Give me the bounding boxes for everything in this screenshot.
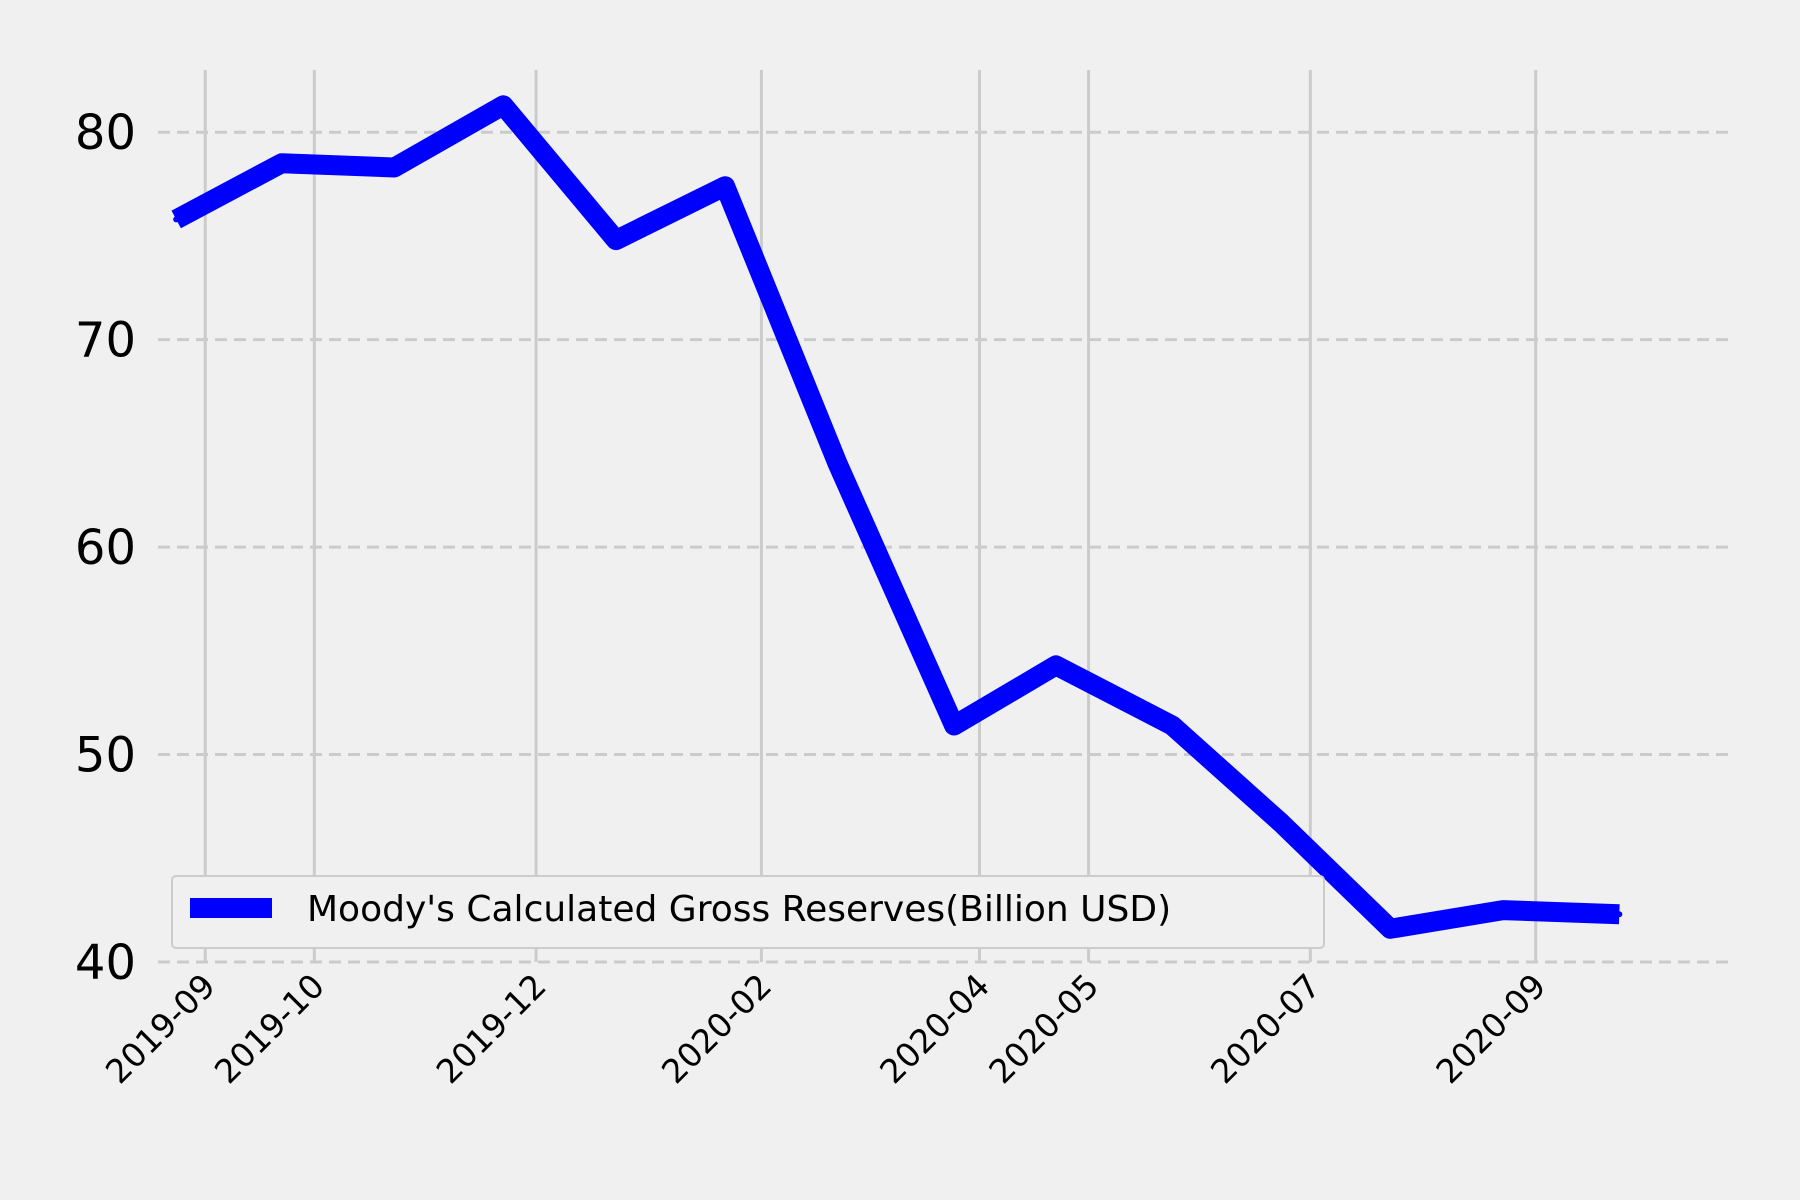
data-point	[1278, 820, 1285, 827]
x-tick-label: 2020-05	[981, 966, 1106, 1091]
y-axis-ticks: 40 50 60 70 80	[75, 105, 136, 991]
data-point	[278, 160, 285, 167]
data-point	[834, 461, 841, 468]
grid	[158, 70, 1732, 964]
x-tick-label: 2019-12	[429, 966, 554, 1091]
data-point	[951, 722, 958, 729]
series-lines	[171, 95, 1623, 939]
x-tick-label: 2020-04	[872, 966, 997, 1091]
y-tick-label: 40	[75, 935, 136, 991]
x-tick-label: 2020-07	[1203, 966, 1328, 1091]
x-tick-label: 2020-09	[1428, 966, 1553, 1091]
data-point	[1499, 907, 1506, 914]
series-line	[171, 95, 1620, 939]
y-tick-label: 70	[75, 313, 136, 369]
x-tick-label: 2020-02	[654, 966, 779, 1091]
data-point	[613, 237, 620, 244]
y-tick-label: 80	[75, 105, 136, 161]
data-point	[1169, 722, 1176, 729]
data-point	[391, 164, 398, 171]
legend-box	[171, 875, 1325, 949]
x-tick-label: 2019-10	[207, 966, 332, 1091]
data-point	[1616, 911, 1623, 918]
data-point	[1052, 662, 1059, 669]
y-tick-label: 50	[75, 728, 136, 784]
data-point	[173, 216, 180, 223]
legend-label: Moody's Calculated Gross Reserves(Billio…	[307, 889, 1171, 930]
data-point	[722, 183, 729, 190]
y-tick-label: 60	[75, 520, 136, 576]
data-point	[1387, 925, 1394, 932]
legend: Moody's Calculated Gross Reserves(Billio…	[171, 875, 1325, 949]
data-point	[500, 102, 507, 109]
